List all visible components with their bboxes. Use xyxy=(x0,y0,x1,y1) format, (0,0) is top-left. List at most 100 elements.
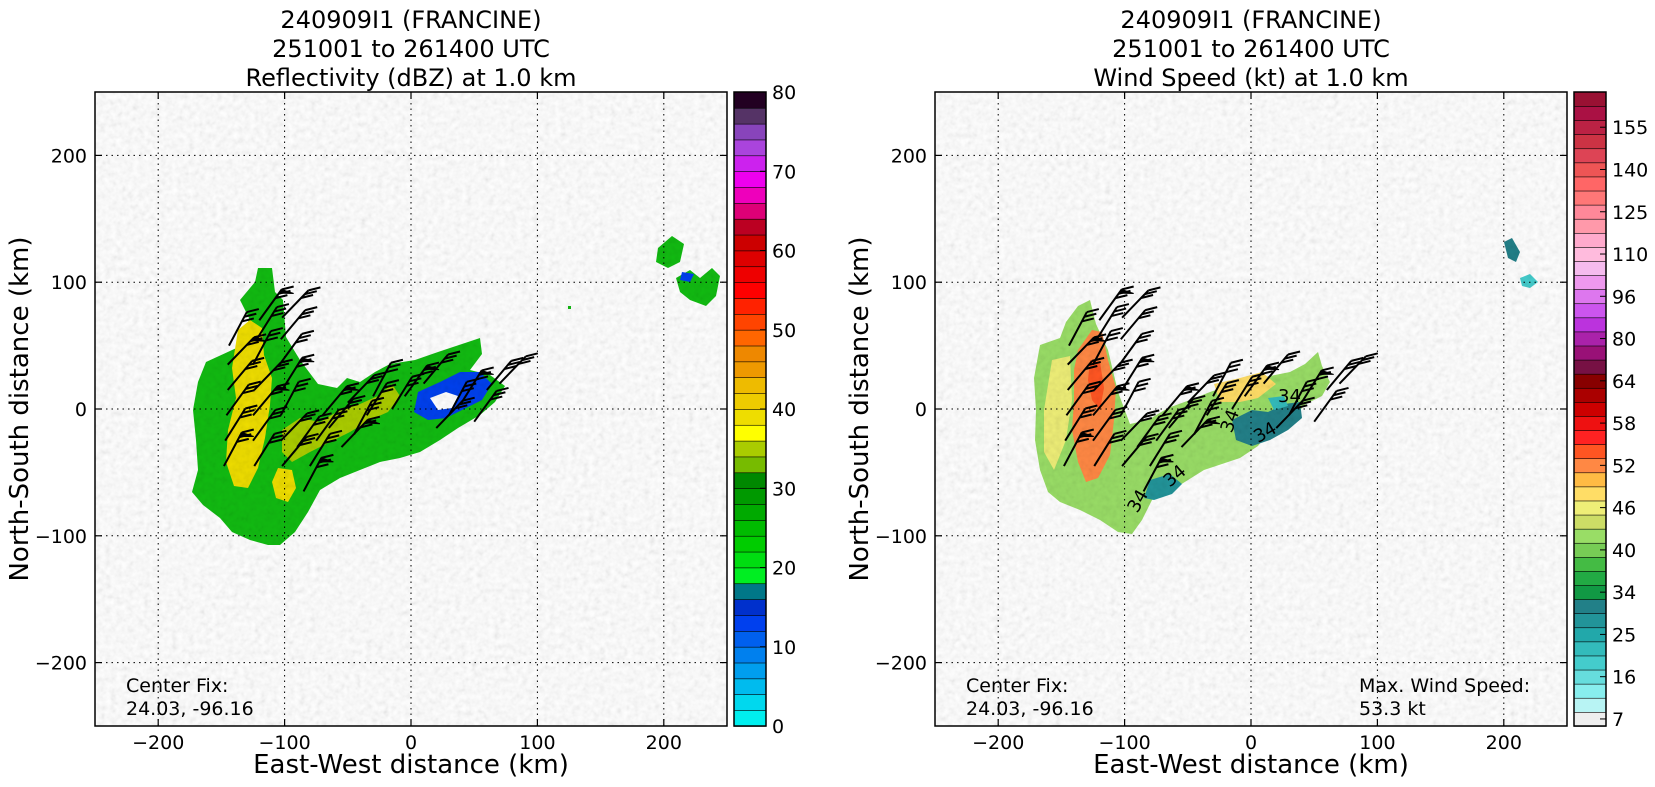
colorbar-tick-label: 46 xyxy=(1612,498,1636,520)
wind-barb-shaft xyxy=(1095,306,1118,340)
wind-barb-feather xyxy=(1358,359,1371,365)
x-tick-label: 0 xyxy=(405,732,417,754)
colorbar-tick-label: 52 xyxy=(1612,455,1636,477)
colorbar-segment xyxy=(733,456,767,474)
wind-barb-feather xyxy=(245,365,258,370)
wind-barb-shaft xyxy=(498,355,527,385)
wind-barb-feather xyxy=(295,338,308,344)
colorbar-segment xyxy=(733,250,767,268)
wind-barb-shaft xyxy=(279,381,300,416)
wind-barb-feather xyxy=(1133,387,1146,393)
center-fix-label: Center Fix: xyxy=(126,675,228,697)
colorbar-segment xyxy=(733,440,767,458)
wind-barb-feather xyxy=(1249,377,1262,383)
wind-barb-feather xyxy=(1226,379,1240,385)
colorbar-tick-label: 80 xyxy=(1612,329,1636,351)
wind-barb-feather xyxy=(1206,379,1220,384)
colorbar-segment xyxy=(733,361,767,379)
wind-barb-feather xyxy=(366,379,380,384)
wind-barb-feather xyxy=(1186,403,1199,409)
colorbar-segment xyxy=(733,281,767,299)
wind-barb-feather xyxy=(1079,413,1092,419)
wind-barb-feather xyxy=(319,412,332,418)
wind-barb-feather xyxy=(268,438,282,444)
wind-barb-flag xyxy=(342,385,360,391)
wind-barb-shaft xyxy=(486,360,513,391)
wind-barb-feather xyxy=(1333,391,1346,397)
colorbar-tick-label: 34 xyxy=(1612,582,1636,604)
colorbar-segment xyxy=(733,598,767,616)
wind-barb-feather xyxy=(373,371,387,377)
wind-barb-feather xyxy=(1213,371,1227,377)
colorbar-tick-label: 10 xyxy=(772,637,796,659)
colorbar-segment xyxy=(733,583,767,600)
wind-barb-shaft xyxy=(1121,289,1150,319)
colorbar-segment xyxy=(1573,556,1607,572)
wind-barb-feather xyxy=(1105,336,1119,342)
colorbar-segment xyxy=(1573,443,1607,460)
wind-barb-feather xyxy=(1115,294,1128,300)
wind-barb-shaft xyxy=(252,409,277,442)
wind-barb-feather xyxy=(440,358,454,364)
wind-barb-feather xyxy=(1111,434,1124,440)
wind-barb-feather xyxy=(1143,413,1156,419)
wind-barb-feather xyxy=(1164,438,1177,444)
wind-barb-feather xyxy=(1209,401,1222,407)
colorbar-segment xyxy=(733,646,767,664)
wind-barb-shaft xyxy=(253,433,276,467)
wind-barb-feather xyxy=(241,428,255,434)
wind-barb-shaft xyxy=(1092,409,1117,442)
x-tick-label: −100 xyxy=(1099,732,1151,754)
wind-barb-shaft xyxy=(1092,385,1119,416)
wind-barb-shaft xyxy=(1262,353,1289,385)
wind-barb-flag xyxy=(1158,457,1174,463)
wind-barb-shaft xyxy=(1068,311,1088,347)
wind-barb-flag xyxy=(1203,419,1221,425)
wind-barb-feather xyxy=(444,354,457,360)
wind-barb-feather xyxy=(388,363,401,369)
wind-barb-feather xyxy=(1108,414,1122,420)
x-tick-label: −100 xyxy=(259,732,311,754)
wind-barb-feather xyxy=(1138,334,1151,340)
colorbar-segment xyxy=(733,392,767,410)
wind-barb-shaft xyxy=(391,376,414,410)
wind-barb-shaft xyxy=(328,398,355,429)
wind-barb-feather xyxy=(242,389,255,395)
colorbar-segment xyxy=(733,218,767,236)
wind-barb-shaft xyxy=(1168,398,1195,429)
colorbar-tick-label: 60 xyxy=(772,241,796,263)
wind-barb-feather xyxy=(1223,383,1237,389)
wind-barb-feather xyxy=(1144,306,1158,312)
wind-barb-feather xyxy=(1108,438,1122,444)
wind-barb-shaft xyxy=(1093,361,1122,391)
wind-barb-feather xyxy=(1085,404,1098,410)
colorbar-segment xyxy=(1573,655,1607,671)
colorbar-segment xyxy=(733,519,767,537)
wind-barb-shaft xyxy=(1193,400,1213,435)
wind-barb-feather xyxy=(271,312,284,318)
wind-barb-feather xyxy=(245,404,258,410)
colorbar-segment xyxy=(1573,148,1607,164)
wind-barb-feather xyxy=(1113,366,1126,372)
wind-barb-feather xyxy=(1142,437,1156,442)
wind-barb-feather xyxy=(248,380,262,386)
wind-barb-feather xyxy=(493,391,506,397)
wind-barb-feather xyxy=(1146,432,1159,438)
wind-barb-feather xyxy=(1156,416,1169,422)
y-tick-label: −200 xyxy=(35,653,87,675)
wind-barb-feather xyxy=(390,358,404,364)
wind-barb-feather xyxy=(1266,361,1280,367)
wind-barb-flag xyxy=(1118,288,1134,294)
reflectivity-panel: 240909I1 (FRANCINE) 251001 to 261400 UTC… xyxy=(5,6,796,780)
max-wind-value: 53.3 kt xyxy=(1359,698,1426,720)
wind-barb-feather xyxy=(504,365,517,370)
wind-barb-feather xyxy=(1139,417,1153,422)
wind-barb-shaft xyxy=(460,369,483,404)
panel-title-line-3: Wind Speed (kt) at 1.0 km xyxy=(1093,64,1408,92)
y-tick-label: 200 xyxy=(51,145,87,167)
wind-barb-feather xyxy=(481,366,494,372)
wind-barb-shaft xyxy=(1098,288,1123,321)
colorbar-segment xyxy=(733,424,767,442)
wind-barb-shaft xyxy=(347,374,375,404)
wind-barb-feather xyxy=(1082,409,1095,414)
